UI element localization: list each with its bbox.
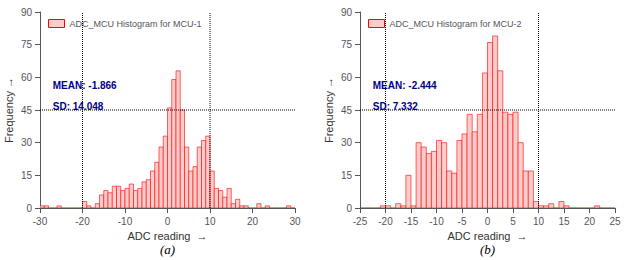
svg-text:60: 60: [341, 72, 353, 83]
svg-text:75: 75: [341, 39, 353, 50]
svg-text:MEAN: -2.444: MEAN: -2.444: [373, 80, 437, 91]
svg-text:-20: -20: [378, 216, 393, 227]
svg-text:-15: -15: [404, 216, 419, 227]
svg-text:90: 90: [341, 7, 353, 18]
svg-text:60: 60: [21, 72, 33, 83]
svg-text:SD: 14.048: SD: 14.048: [53, 101, 104, 112]
svg-text:-30: -30: [33, 216, 48, 227]
svg-text:0: 0: [26, 203, 32, 214]
svg-text:20: 20: [584, 216, 596, 227]
svg-text:15: 15: [21, 170, 33, 181]
svg-text:ADC reading →: ADC reading →: [127, 230, 207, 242]
svg-text:30: 30: [341, 137, 353, 148]
svg-text:90: 90: [21, 7, 33, 18]
svg-text:20: 20: [247, 216, 259, 227]
svg-text:0: 0: [485, 216, 491, 227]
svg-text:10: 10: [533, 216, 545, 227]
svg-text:10: 10: [204, 216, 216, 227]
svg-text:-10: -10: [118, 216, 133, 227]
svg-text:45: 45: [21, 105, 33, 116]
svg-text:5: 5: [510, 216, 516, 227]
svg-text:-10: -10: [429, 216, 444, 227]
svg-text:-25: -25: [353, 216, 368, 227]
svg-text:SD: 7.332: SD: 7.332: [373, 101, 418, 112]
svg-text:-5: -5: [458, 216, 467, 227]
svg-text:0: 0: [165, 216, 171, 227]
svg-text:0: 0: [346, 203, 352, 214]
svg-text:15: 15: [558, 216, 570, 227]
svg-text:25: 25: [609, 216, 621, 227]
svg-text:MEAN: -1.866: MEAN: -1.866: [53, 80, 117, 91]
svg-text:ADC_MCU Histogram for MCU-1: ADC_MCU Histogram for MCU-1: [70, 19, 202, 29]
svg-text:Frequency →: Frequency →: [323, 77, 335, 143]
svg-text:(b): (b): [480, 242, 495, 257]
svg-text:15: 15: [341, 170, 353, 181]
svg-text:30: 30: [21, 137, 33, 148]
svg-text:75: 75: [21, 39, 33, 50]
svg-text:30: 30: [289, 216, 301, 227]
svg-text:-20: -20: [75, 216, 90, 227]
svg-text:Frequency →: Frequency →: [3, 77, 15, 143]
svg-text:ADC_MCU Histogram for MCU-2: ADC_MCU Histogram for MCU-2: [390, 19, 522, 29]
svg-text:(a): (a): [160, 242, 175, 257]
svg-text:45: 45: [341, 105, 353, 116]
svg-text:ADC reading →: ADC reading →: [447, 230, 527, 242]
